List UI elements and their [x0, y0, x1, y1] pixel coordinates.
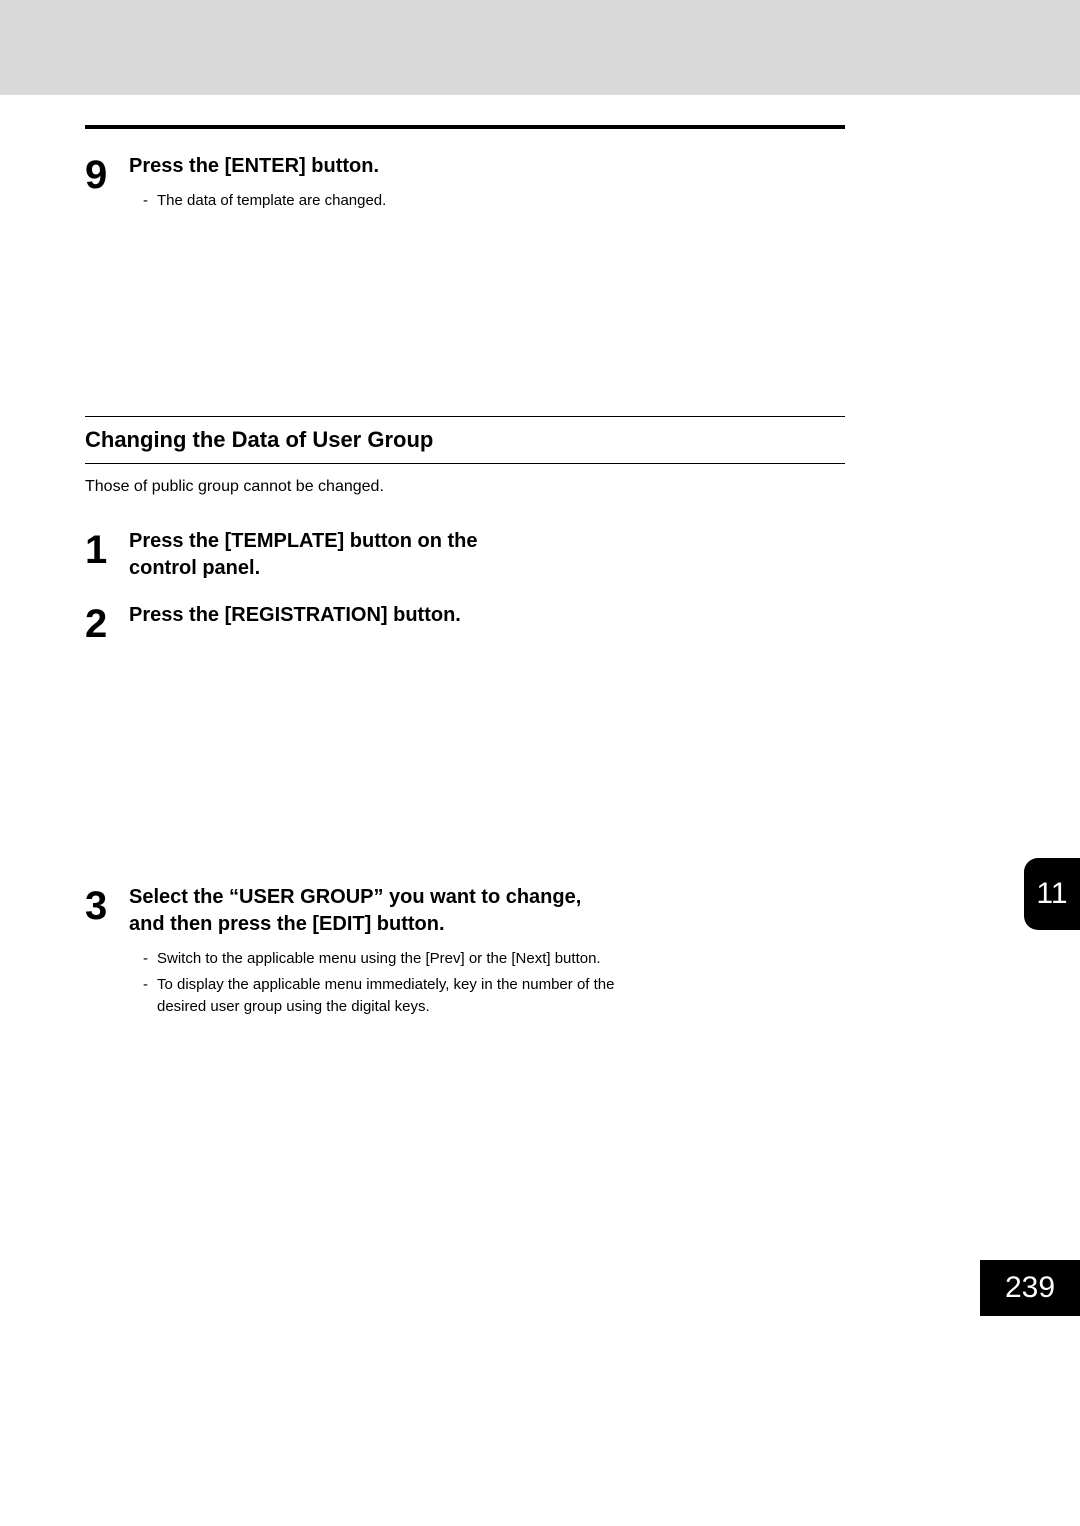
- bullet-item: To display the applicable menu immediate…: [143, 974, 619, 1018]
- step-body: Press the [TEMPLATE] button on the contr…: [129, 528, 845, 592]
- spacer: [85, 654, 845, 884]
- top-rule: [85, 125, 845, 129]
- step-body: Press the [ENTER] button. The data of te…: [129, 153, 845, 216]
- step-number: 1: [85, 528, 129, 570]
- section-heading: Changing the Data of User Group: [85, 427, 845, 453]
- section-rule-top: [85, 416, 845, 417]
- chapter-tab: 11: [1024, 858, 1080, 930]
- step-number: 3: [85, 884, 129, 926]
- bullet-item: Switch to the applicable menu using the …: [143, 948, 619, 970]
- step-body: Select the “USER GROUP” you want to chan…: [129, 884, 845, 1021]
- step-2: 2 Press the [REGISTRATION] button.: [85, 602, 845, 644]
- manual-page: 9 Press the [ENTER] button. The data of …: [0, 0, 1080, 1526]
- step-3: 3 Select the “USER GROUP” you want to ch…: [85, 884, 845, 1021]
- step-title: Press the [TEMPLATE] button on the contr…: [129, 528, 509, 582]
- header-band: [0, 0, 1080, 95]
- step-bullets: Switch to the applicable menu using the …: [129, 948, 619, 1017]
- bullet-item: The data of template are changed.: [143, 190, 845, 212]
- page-number: 239: [980, 1260, 1080, 1316]
- step-title: Press the [REGISTRATION] button.: [129, 602, 845, 629]
- step-title: Press the [ENTER] button.: [129, 153, 845, 180]
- content-area: 9 Press the [ENTER] button. The data of …: [85, 125, 845, 1031]
- step-1: 1 Press the [TEMPLATE] button on the con…: [85, 528, 845, 592]
- step-number: 2: [85, 602, 129, 644]
- step-title: Select the “USER GROUP” you want to chan…: [129, 884, 589, 938]
- step-bullets: The data of template are changed.: [129, 190, 845, 212]
- step-body: Press the [REGISTRATION] button.: [129, 602, 845, 639]
- step-9: 9 Press the [ENTER] button. The data of …: [85, 153, 845, 216]
- section-note: Those of public group cannot be changed.: [85, 476, 845, 498]
- step-number: 9: [85, 153, 129, 195]
- section-rule-bottom: [85, 463, 845, 464]
